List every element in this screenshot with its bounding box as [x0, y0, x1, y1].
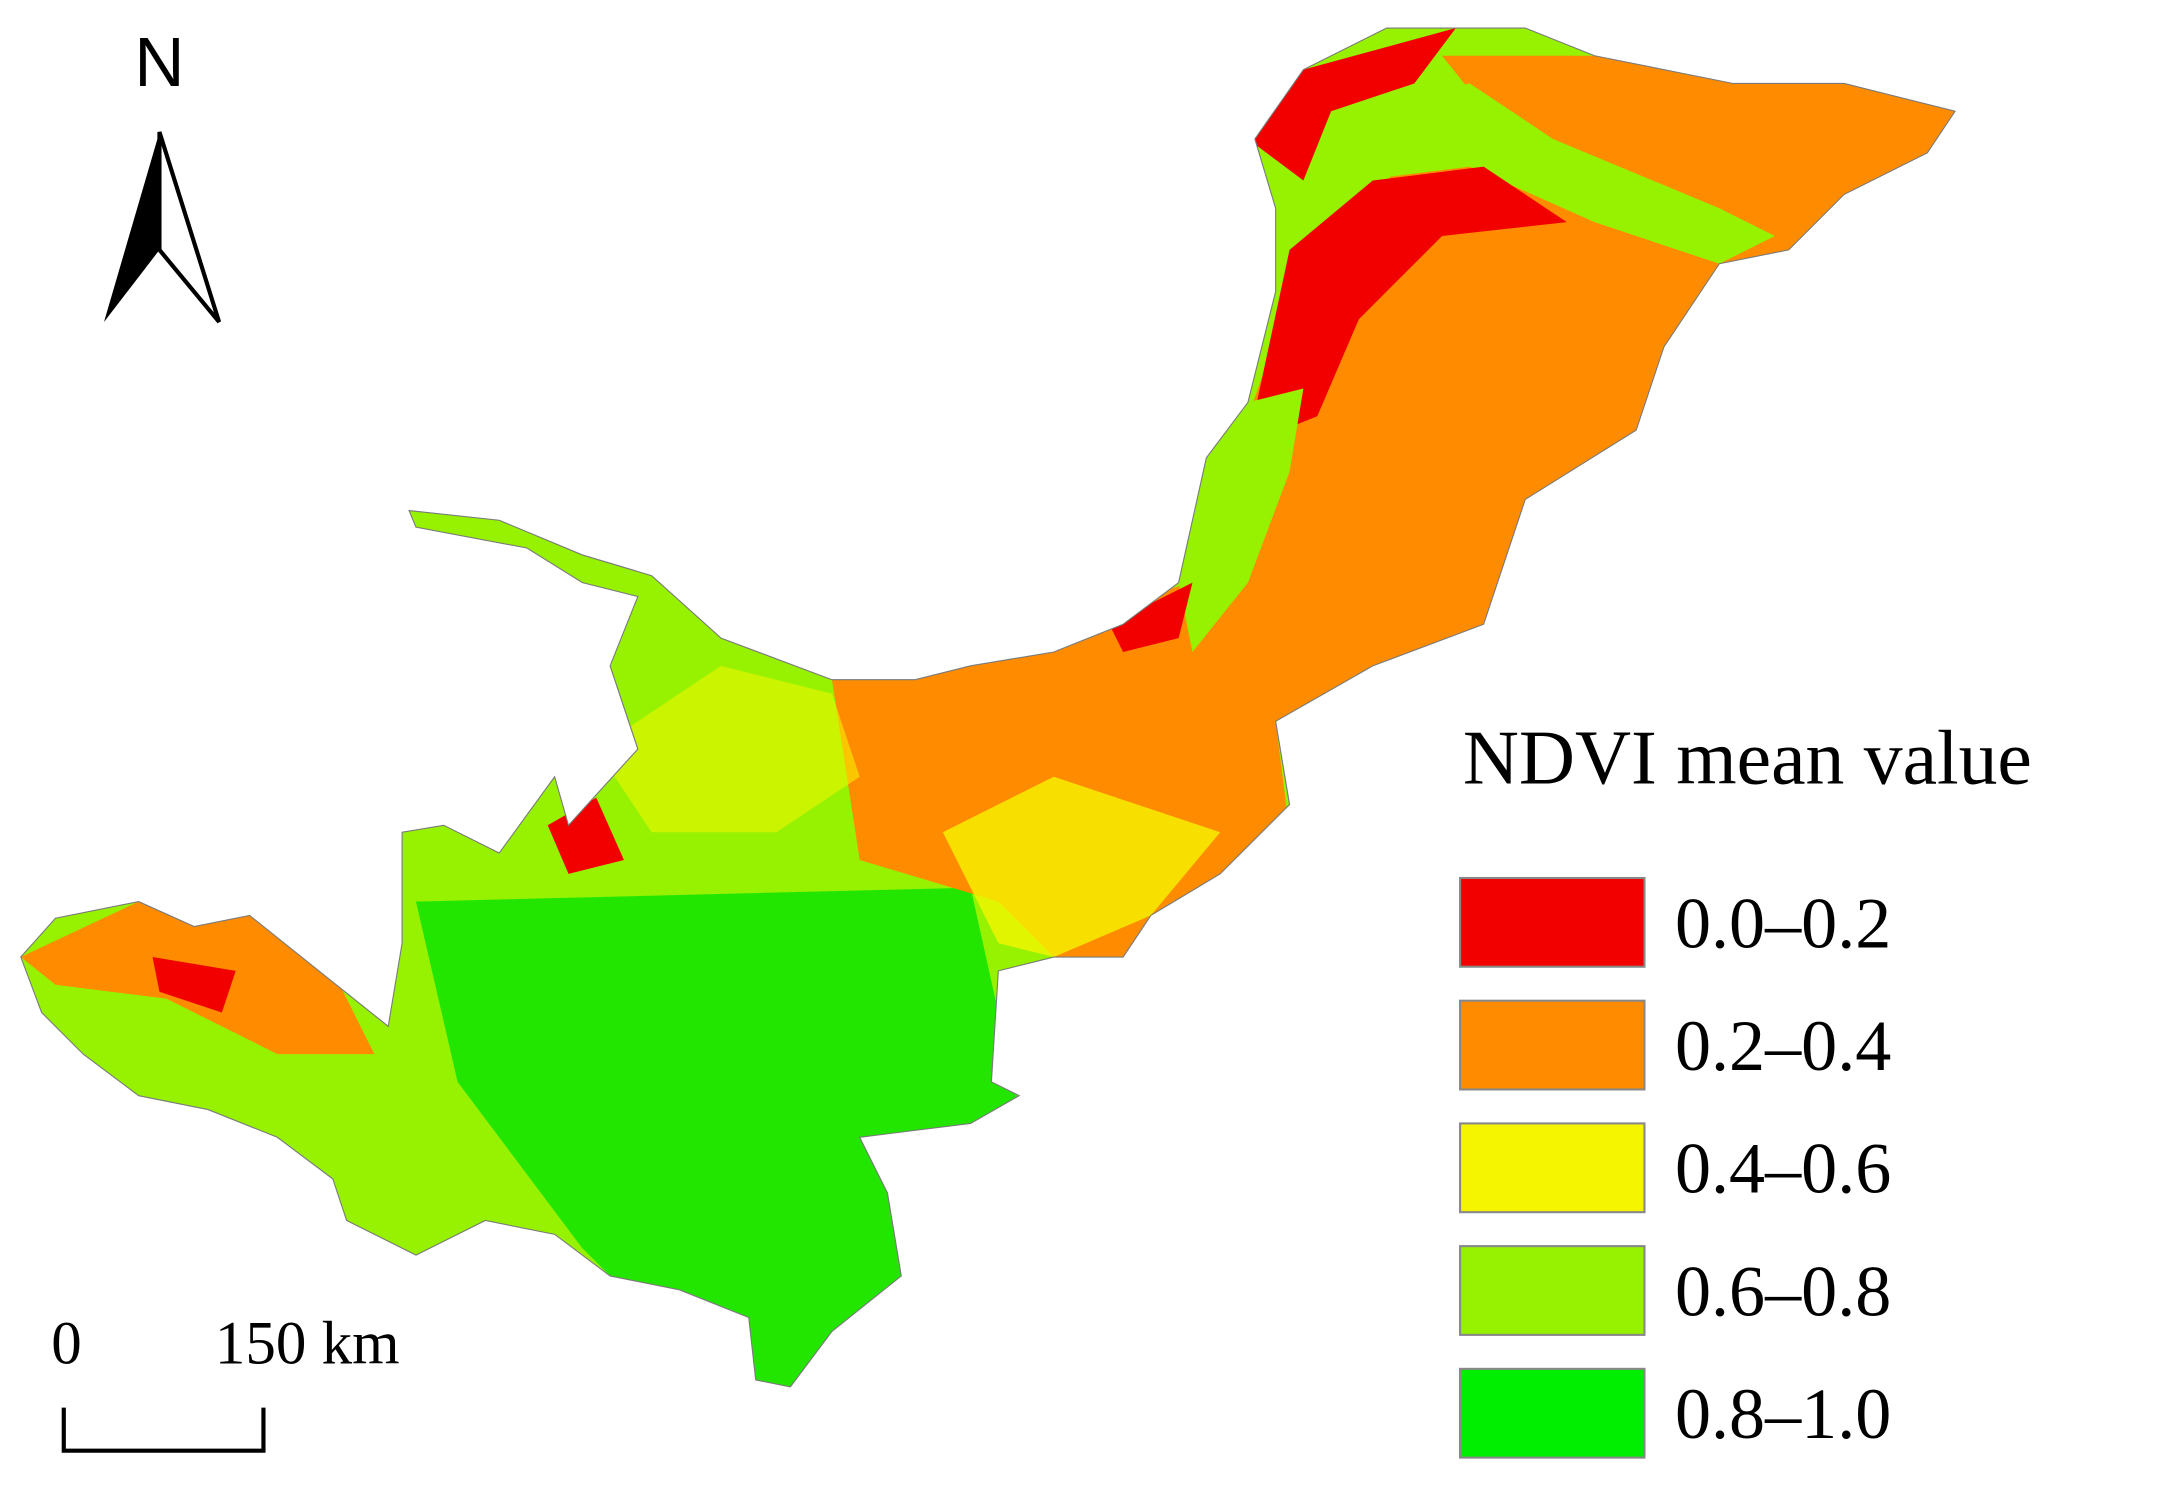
region: [152, 957, 236, 1013]
region: [1247, 166, 1567, 444]
legend-label: 0.0–0.2: [1675, 883, 1891, 963]
north-label: N: [134, 23, 184, 101]
legend-swatch: [1459, 876, 1646, 968]
scale-start-label: 0: [51, 1310, 82, 1377]
scale-end-label: 150 km: [215, 1310, 400, 1377]
north-arrow-left: [103, 132, 160, 322]
legend-title: NDVI mean value: [1463, 715, 2032, 801]
legend-swatch: [1459, 1245, 1646, 1336]
region: [596, 665, 860, 833]
region: [1247, 28, 1456, 181]
scale-bar: [61, 1407, 266, 1453]
region-outline: [20, 27, 1956, 1388]
north-arrow-right: [157, 131, 222, 324]
legend-label: 0.2–0.4: [1675, 1006, 1891, 1086]
region: [1109, 582, 1193, 652]
legend: 0.0–0.2 0.2–0.4 0.4–0.6 0.6–0.8 0.8–1.0: [1459, 876, 1891, 1459]
legend-swatch: [1459, 1367, 1646, 1459]
region: [831, 166, 1734, 958]
legend-swatch: [1459, 999, 1646, 1091]
legend-label: 0.6–0.8: [1675, 1251, 1891, 1331]
region: [1303, 83, 1775, 264]
region: [415, 887, 1027, 1387]
legend-label: 0.8–1.0: [1675, 1374, 1891, 1454]
region: [942, 776, 1221, 958]
legend-swatch: [1459, 1122, 1646, 1214]
region: [1178, 388, 1304, 652]
legend-label: 0.4–0.6: [1675, 1129, 1891, 1209]
